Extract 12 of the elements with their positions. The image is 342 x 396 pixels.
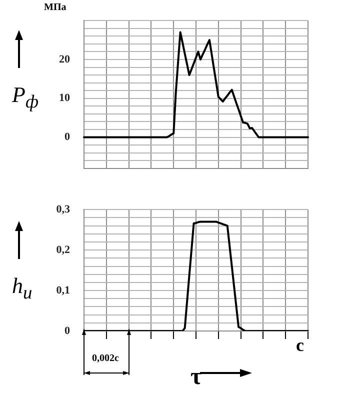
text: МПа (44, 2, 66, 13)
y-axis-title: P$_{ф}$ (12, 82, 38, 112)
y-tick-label: 0 (64, 131, 70, 144)
y-tick-label: 0,1 (56, 284, 70, 296)
y-tick-label: 0,3 (56, 203, 70, 216)
y-tick-label: 0,2 (56, 244, 70, 256)
y-axis-title: h$_{u}$ (12, 273, 32, 304)
y-tick-label: 0 (64, 324, 70, 337)
text: c (296, 335, 304, 356)
y-tick-label: 20 (59, 53, 70, 66)
x-axis-title: τ (190, 364, 202, 390)
y-tick-label: 10 (59, 92, 70, 104)
